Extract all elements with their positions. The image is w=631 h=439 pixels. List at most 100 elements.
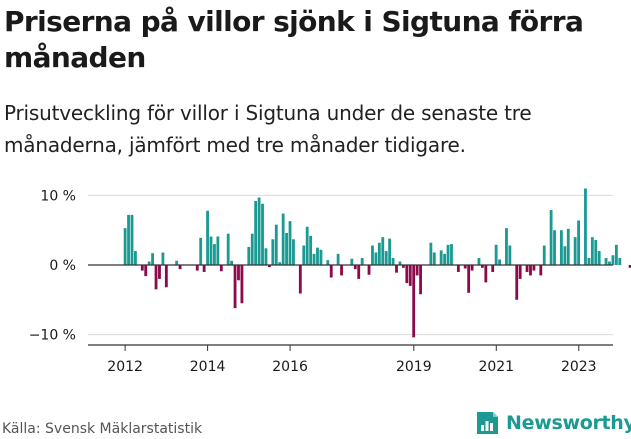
bar — [237, 265, 240, 281]
x-tick-label: 2016 — [272, 359, 308, 375]
source-note: Källa: Svensk Mäklarstatistik — [2, 421, 203, 437]
bar — [302, 245, 306, 265]
bar — [577, 220, 580, 265]
bar — [484, 265, 488, 283]
bar — [467, 265, 471, 293]
bar — [518, 265, 522, 279]
bar — [175, 260, 179, 265]
bar — [161, 252, 165, 265]
bar — [560, 230, 563, 265]
bar — [381, 237, 385, 265]
bar — [508, 245, 512, 265]
bar — [240, 265, 244, 304]
y-tick-label: 10 % — [40, 188, 76, 204]
bar — [377, 242, 381, 265]
bar — [123, 228, 127, 265]
bar — [271, 239, 275, 265]
bar — [432, 252, 436, 265]
y-tick-label: 0 % — [49, 258, 76, 274]
x-tick-label: 2012 — [107, 359, 143, 375]
bar — [309, 235, 313, 265]
bar — [209, 236, 213, 265]
bar — [628, 265, 631, 268]
bar — [292, 239, 295, 265]
bar — [549, 210, 553, 265]
bar — [480, 265, 484, 268]
x-tick-label: 2021 — [478, 359, 514, 375]
y-tick-label: −10 % — [29, 328, 76, 344]
bar — [340, 265, 343, 276]
bar — [463, 265, 467, 269]
bar — [329, 265, 333, 278]
bar — [350, 258, 354, 265]
bar — [470, 265, 474, 271]
bar — [608, 261, 611, 265]
bar — [498, 259, 501, 265]
bar — [144, 265, 148, 277]
bar — [206, 210, 209, 265]
bar — [594, 239, 598, 265]
bar — [336, 253, 340, 265]
newsworthy-logo-icon — [477, 412, 498, 434]
bar — [147, 261, 151, 265]
bar — [450, 244, 453, 265]
bar — [405, 265, 409, 284]
x-tick-label: 2014 — [190, 359, 226, 375]
x-tick-label: 2019 — [396, 359, 432, 375]
bar — [604, 258, 608, 265]
bar — [443, 253, 447, 265]
bar — [199, 237, 203, 265]
bar — [353, 265, 357, 270]
bar — [584, 188, 587, 265]
brand-name: Newsworthy — [506, 412, 631, 434]
bar — [515, 265, 519, 300]
bar — [233, 265, 237, 309]
bar — [491, 265, 495, 272]
bar — [158, 265, 161, 279]
bar — [202, 265, 206, 272]
bar — [374, 252, 378, 265]
bar — [281, 213, 285, 265]
bar — [419, 265, 422, 295]
bar — [226, 233, 230, 265]
bar — [130, 214, 134, 265]
bar — [250, 233, 254, 265]
bar — [415, 265, 419, 276]
bar — [274, 224, 278, 265]
bar — [216, 236, 220, 265]
bar — [429, 242, 433, 265]
bar — [395, 265, 398, 273]
bar — [312, 253, 316, 265]
bar — [477, 258, 481, 265]
bar — [264, 248, 268, 265]
bar — [525, 265, 529, 272]
bar — [247, 246, 251, 265]
bar — [566, 228, 570, 265]
x-tick-label: 2023 — [561, 359, 597, 375]
bar — [446, 244, 450, 265]
chart-title: Priserna på villor sjönk i Sigtuna förra… — [4, 5, 584, 74]
bar — [261, 203, 264, 265]
bar — [587, 258, 591, 265]
bar — [597, 251, 601, 265]
bar — [371, 245, 374, 265]
bar — [134, 251, 137, 265]
bar — [614, 244, 618, 265]
bar — [573, 237, 577, 265]
bar — [298, 265, 302, 294]
bar — [151, 253, 155, 265]
bar — [285, 233, 288, 265]
bar — [590, 237, 594, 265]
bar — [140, 265, 144, 271]
bar — [127, 214, 130, 265]
bar — [384, 251, 388, 265]
bar — [154, 265, 158, 290]
bar — [542, 245, 546, 265]
bar — [316, 247, 319, 265]
bar — [388, 238, 392, 265]
bar — [367, 265, 371, 275]
bar — [326, 260, 330, 265]
bar — [412, 265, 416, 338]
bar — [213, 244, 216, 265]
